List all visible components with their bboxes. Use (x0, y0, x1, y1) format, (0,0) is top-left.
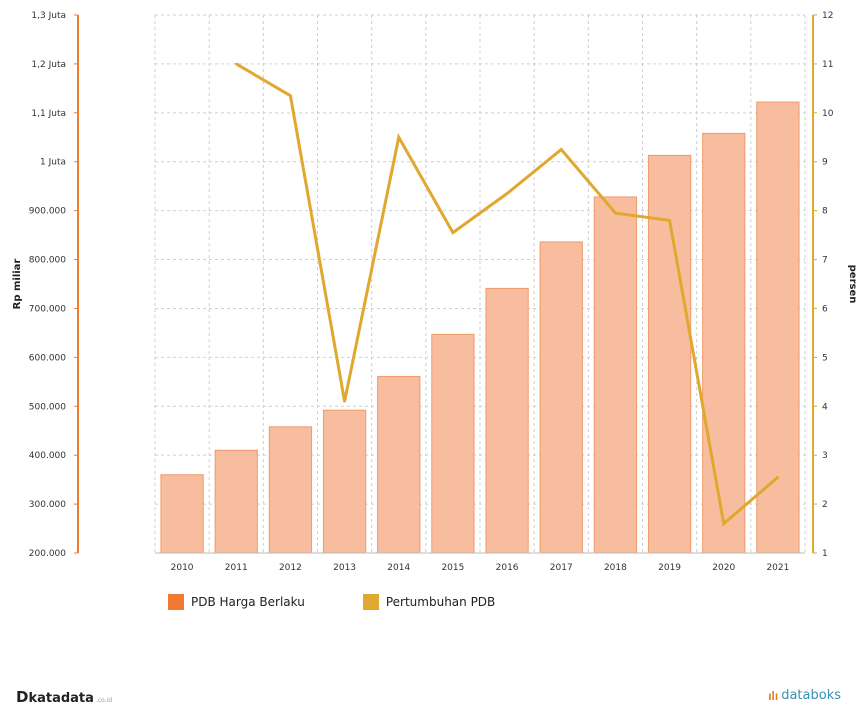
bar-pdb-harga-berlaku-2013 (322, 409, 367, 554)
databoks-logo-text: databoks (781, 688, 841, 703)
y-axis-right-tick-label: 5 (822, 353, 828, 363)
y-axis-right-tick-label: 12 (822, 11, 833, 21)
y-axis-left-tick-label: 900.000 (29, 207, 66, 217)
bar-pdb-harga-berlaku-2018 (593, 196, 638, 554)
point-pertumbuhan-pdb-2013 (343, 400, 346, 403)
bar-pdb-harga-berlaku-2017 (539, 241, 583, 554)
bar-pdb-harga-berlaku-2016 (485, 287, 529, 554)
y-axis-right-tick-label: 3 (822, 451, 828, 461)
legend-label-pertumbuhan-pdb: Pertumbuhan PDB (385, 595, 496, 609)
y-axis-right-tick-label: 11 (822, 60, 833, 70)
bar-pdb-harga-berlaku-2020 (702, 132, 746, 554)
y-axis-right-title: persen (847, 265, 857, 304)
databoks-icon: ılı (768, 688, 779, 703)
point-pertumbuhan-pdb-2016 (505, 192, 509, 195)
bar-pdb-harga-berlaku-2019 (647, 154, 692, 554)
bar-pdb-harga-berlaku-2012 (268, 426, 313, 554)
x-axis-tick-label: 2013 (333, 563, 356, 573)
point-pertumbuhan-pdb-2021 (776, 475, 780, 479)
x-axis-tick-label: 2017 (550, 563, 573, 573)
y-axis-right-tick-label: 7 (822, 256, 828, 266)
katadata-logo-name: katadata (28, 691, 94, 706)
x-axis-tick-label: 2011 (225, 563, 248, 573)
y-axis-left-tick-label: 300.000 (29, 500, 66, 510)
y-axis-right-tick-label: 6 (822, 304, 828, 314)
legend-swatch-pertumbuhan-pdb (362, 594, 379, 610)
y-axis-left-tick-label: 600.000 (29, 353, 66, 363)
x-axis-tick-label: 2019 (658, 563, 681, 573)
chart-legend: PDB Harga Berlaku Pertumbuhan PDB (168, 594, 553, 610)
x-axis-tick-label: 2021 (766, 563, 789, 573)
x-axis-tick-label: 2018 (604, 563, 627, 573)
bar-pdb-harga-berlaku-2014 (377, 375, 421, 554)
bar-pdb-harga-berlaku-2010 (160, 474, 204, 554)
point-pertumbuhan-pdb-2015 (451, 231, 455, 234)
legend-swatch-pdb-harga-berlaku (168, 594, 184, 610)
y-axis-right-tick-label: 4 (822, 402, 828, 412)
point-pertumbuhan-pdb-2018 (614, 211, 617, 215)
katadata-logo-suffix: .co.id (95, 697, 113, 704)
point-pertumbuhan-pdb-2017 (560, 148, 563, 151)
y-axis-left-tick-label: 700.000 (29, 304, 66, 314)
y-axis-right-tick-label: 10 (822, 109, 834, 119)
point-pertumbuhan-pdb-2020 (722, 522, 725, 525)
bar-pdb-harga-berlaku-2011 (214, 449, 258, 554)
katadata-logo-mark: D (16, 688, 29, 706)
y-axis-left-tick-label: 200.000 (29, 549, 66, 559)
point-pertumbuhan-pdb-2012 (289, 94, 292, 97)
y-axis-left-tick-label: 800.000 (29, 256, 66, 266)
y-axis-left-tick-label: 500.000 (29, 402, 66, 412)
x-axis-tick-label: 2016 (496, 563, 519, 573)
bar-pdb-harga-berlaku-2015 (431, 333, 475, 554)
y-axis-left-tick-label: 1 Juta (40, 158, 66, 168)
legend-item-pdb-harga-berlaku[interactable]: PDB Harga Berlaku (168, 594, 305, 610)
x-axis-tick-label: 2014 (387, 563, 410, 573)
point-pertumbuhan-pdb-2019 (668, 219, 671, 222)
y-axis-left-tick-label: 1,3 Juta (31, 11, 66, 21)
y-axis-right-tick-label: 8 (822, 207, 828, 217)
chart-canvas: 200.000 300.000 400.000 500.000 600.000 700.0… (12, 11, 857, 573)
y-axis-left-tick-label: 1,2 Juta (31, 60, 66, 70)
x-axis-tick-label: 2015 (441, 563, 464, 573)
y-axis-right-tick-label: 2 (822, 500, 828, 510)
y-axis-left-tick-label: 1,1 Juta (31, 109, 66, 119)
y-axis-left-title: Rp miliar (12, 259, 23, 310)
point-pertumbuhan-pdb-2011 (235, 62, 238, 66)
legend-item-pertumbuhan-pdb[interactable]: Pertumbuhan PDB (362, 594, 496, 610)
y-axis-left-tick-label: 400.000 (29, 451, 66, 461)
katadata-logo[interactable]: D katadata .co.id (16, 688, 112, 706)
point-pertumbuhan-pdb-2014 (397, 136, 400, 139)
y-axis-right-tick-label: 9 (822, 158, 828, 168)
databoks-logo[interactable]: ılı databoks (768, 688, 841, 703)
bar-pdb-harga-berlaku-2021 (756, 101, 800, 554)
legend-label-pdb-harga-berlaku: PDB Harga Berlaku (191, 595, 305, 609)
x-axis-tick-label: 2012 (279, 563, 302, 573)
y-axis-right-tick-label: 1 (822, 549, 828, 559)
x-axis-tick-label: 2020 (712, 563, 735, 573)
x-axis-tick-label: 2010 (171, 563, 194, 573)
